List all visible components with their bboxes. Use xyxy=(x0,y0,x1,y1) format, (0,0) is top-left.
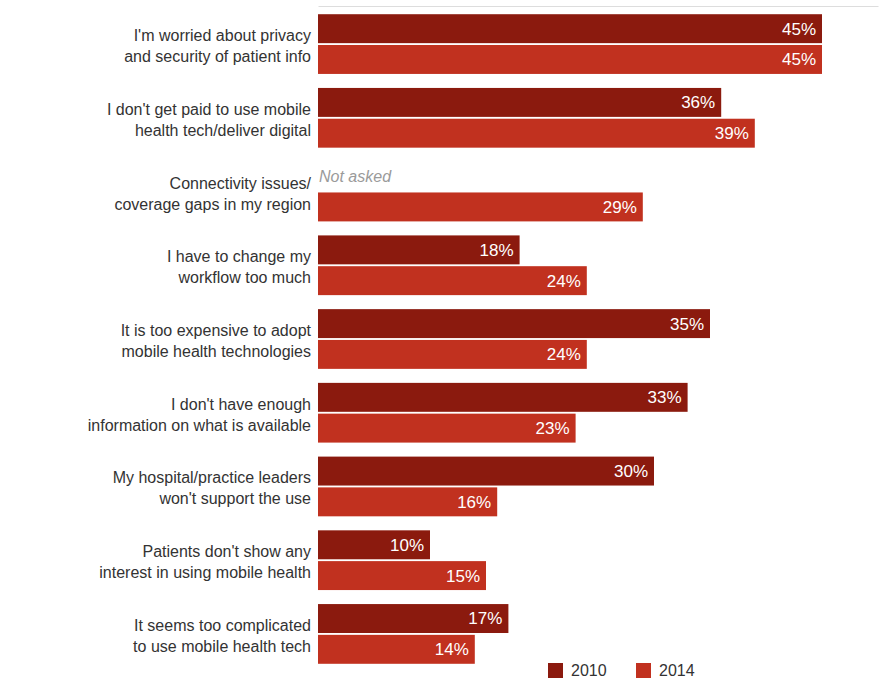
category-label-line: health tech/deliver digital xyxy=(135,122,311,139)
y-tick: Connectivity issues/coverage gaps in my … xyxy=(114,175,318,213)
bar xyxy=(318,88,721,117)
category-label-line: Patients don't show any xyxy=(143,543,312,560)
bar xyxy=(318,235,520,264)
bar xyxy=(318,561,486,590)
bar xyxy=(318,192,643,221)
annotation: Not asked xyxy=(319,168,392,185)
category-label: I have to change my workflow too much xyxy=(167,248,311,286)
y-tick: I don't get paid to use mobile health tec… xyxy=(107,101,318,139)
bar xyxy=(318,266,587,295)
data-label: 10% xyxy=(390,536,424,555)
legend-swatch xyxy=(636,663,651,678)
y-tick: It seems too complicated to use mobile he… xyxy=(133,617,318,655)
legend: 2010 2014 xyxy=(548,662,695,679)
bar xyxy=(318,14,822,43)
legend-swatch xyxy=(548,663,563,678)
category-label-line: information on what is available xyxy=(88,417,311,434)
data-label: 17% xyxy=(468,609,502,628)
y-tick: I'm worried about privacy and security of… xyxy=(124,27,318,65)
category-label-line: My hospital/practice leaders xyxy=(113,469,311,486)
bar xyxy=(318,635,475,664)
bar xyxy=(318,119,755,148)
category-label-line: to use mobile health tech xyxy=(133,638,311,655)
legend-label: 2010 xyxy=(571,662,607,679)
bar xyxy=(318,414,576,443)
legend-label: 2014 xyxy=(659,662,695,679)
data-label: 24% xyxy=(547,345,581,364)
category-label-line: I'm worried about privacy xyxy=(134,27,311,44)
x-axis-line xyxy=(319,6,879,7)
bar xyxy=(318,487,497,516)
bar xyxy=(318,383,688,412)
x-axis xyxy=(319,6,879,7)
legend-item: 2010 xyxy=(548,662,607,679)
category-label: I don't have enough information on what i… xyxy=(88,396,311,434)
chart: I'm worried about privacy and security of… xyxy=(0,0,885,686)
data-label: 39% xyxy=(715,124,749,143)
bar xyxy=(318,340,587,369)
category-label-line: I don't have enough xyxy=(171,396,311,413)
category-label-line: won't support the use xyxy=(158,490,311,507)
bar xyxy=(318,604,508,633)
data-label: 36% xyxy=(681,93,715,112)
category-label: My hospital/practice leaders won't suppor… xyxy=(113,469,311,507)
data-label: 29% xyxy=(603,198,637,217)
category-label-line: I don't get paid to use mobile xyxy=(107,101,311,118)
category-label-line: coverage gaps in my region xyxy=(114,196,311,213)
category-label: It is too expensive to adopt mobile healt… xyxy=(121,322,312,360)
category-label: Patients don't show any interest in using… xyxy=(99,543,311,581)
data-label: 15% xyxy=(446,567,480,586)
category-label-line: interest in using mobile health xyxy=(99,564,311,581)
y-tick: My hospital/practice leaders won't suppor… xyxy=(113,469,318,507)
y-tick: Patients don't show any interest in using… xyxy=(99,543,318,581)
category-label: It seems too complicated to use mobile he… xyxy=(133,617,311,655)
bar xyxy=(318,530,430,559)
category-label-line: mobile health technologies xyxy=(122,343,311,360)
data-label: 45% xyxy=(782,20,816,39)
data-label: 14% xyxy=(435,640,469,659)
data-label: 23% xyxy=(536,419,570,438)
data-label: 18% xyxy=(480,241,514,260)
data-label: 35% xyxy=(670,315,704,334)
category-label-line: workflow too much xyxy=(178,269,312,286)
data-label: 33% xyxy=(648,388,682,407)
category-label: I'm worried about privacy and security of… xyxy=(124,27,311,65)
y-tick: I don't have enough information on what i… xyxy=(88,396,318,434)
y-axis: I'm worried about privacy and security of… xyxy=(88,27,318,655)
legend-item: 2014 xyxy=(636,662,695,679)
y-tick: I have to change my workflow too much xyxy=(167,248,318,286)
category-label-line: Connectivity issues/ xyxy=(170,175,312,192)
bar xyxy=(318,309,710,338)
category-label-line: It is too expensive to adopt xyxy=(121,322,312,339)
data-label: 24% xyxy=(547,272,581,291)
bar xyxy=(318,457,654,486)
bar xyxy=(318,45,822,74)
category-label: Connectivity issues/coverage gaps in my … xyxy=(114,175,311,213)
category-label-line: It seems too complicated xyxy=(134,617,311,634)
data-label: 16% xyxy=(457,493,491,512)
data-label: 45% xyxy=(782,50,816,69)
data-label: 30% xyxy=(614,462,648,481)
category-label-line: and security of patient info xyxy=(124,48,311,65)
category-label: I don't get paid to use mobile health tec… xyxy=(107,101,311,139)
y-tick: It is too expensive to adopt mobile healt… xyxy=(121,322,318,360)
bars xyxy=(318,14,822,664)
data-labels: 45% 36% 18% 35% 33% 30% 10% 17% 45% 39% 29% 24% 24% 2… xyxy=(390,20,816,660)
category-label-line: I have to change my xyxy=(167,248,311,265)
